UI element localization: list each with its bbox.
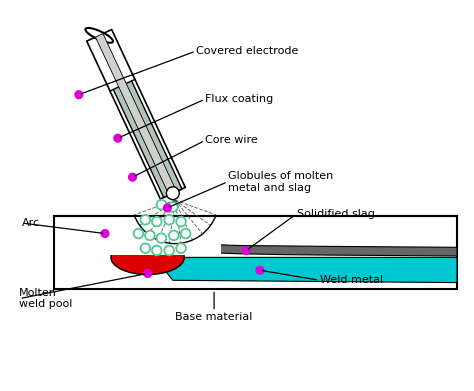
Circle shape [168,202,178,212]
Circle shape [164,246,174,255]
Polygon shape [113,81,182,197]
Circle shape [140,215,150,224]
Polygon shape [155,244,457,257]
Circle shape [156,200,166,210]
Polygon shape [74,223,221,255]
Text: Globules of molten
metal and slag: Globules of molten metal and slag [228,171,333,192]
Circle shape [74,90,83,99]
Polygon shape [87,30,185,199]
Circle shape [128,172,137,182]
Circle shape [156,233,166,243]
Circle shape [176,217,186,226]
Circle shape [152,246,162,255]
Circle shape [163,203,172,212]
Circle shape [134,229,143,239]
Text: Flux coating: Flux coating [205,94,273,104]
Circle shape [140,244,150,253]
Circle shape [181,229,191,239]
Circle shape [113,134,122,143]
Circle shape [255,265,264,275]
Text: Molten
weld pool: Molten weld pool [19,288,73,309]
Circle shape [100,229,109,238]
Circle shape [242,246,251,255]
Ellipse shape [166,187,179,200]
Text: Core wire: Core wire [205,136,258,145]
Ellipse shape [85,28,113,43]
Circle shape [164,215,174,224]
Circle shape [145,231,155,240]
Text: Solidified slag: Solidified slag [297,209,374,219]
Text: Covered electrode: Covered electrode [196,46,298,56]
Circle shape [169,231,179,240]
Text: Arc: Arc [22,218,40,228]
Circle shape [143,269,152,278]
Text: Base material: Base material [175,312,253,322]
Circle shape [152,217,162,226]
Polygon shape [54,216,457,289]
Circle shape [176,244,186,253]
Polygon shape [155,257,457,283]
Text: Weld metal: Weld metal [319,275,383,285]
Ellipse shape [111,240,184,274]
Polygon shape [95,34,177,195]
